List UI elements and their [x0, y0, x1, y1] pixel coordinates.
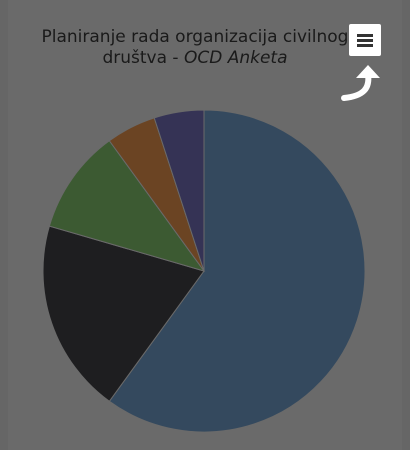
chart-title: Planiranje rada organizacija civilnog dr… [30, 27, 360, 69]
chart-menu-button[interactable] [349, 24, 381, 56]
title-line-2-prefix: društva - [102, 48, 184, 68]
hamburger-menu-icon [357, 34, 373, 37]
hamburger-menu-icon [357, 44, 373, 47]
pie-slice-2[interactable] [42, 225, 205, 402]
pie-slice-3[interactable] [48, 140, 206, 272]
title-line-1: Planiranje rada organizacija civilnog [41, 27, 349, 47]
title-line-2-emphasis: OCD Anketa [183, 48, 288, 68]
hamburger-menu-icon [357, 39, 373, 42]
curved-arrow-icon [341, 65, 380, 101]
pie-slice-1[interactable] [108, 109, 366, 433]
pie-slice-5[interactable] [153, 109, 205, 272]
